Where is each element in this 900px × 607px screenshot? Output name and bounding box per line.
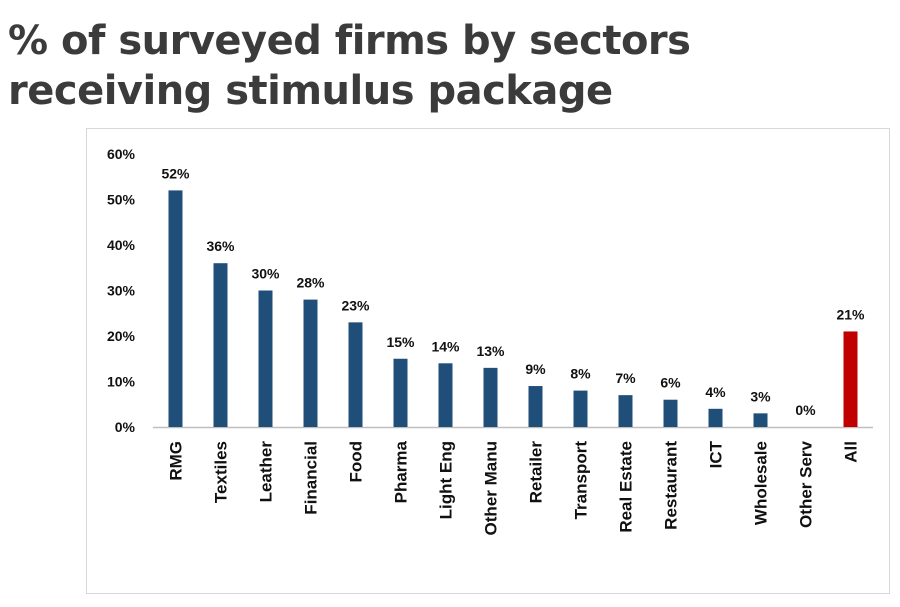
data-label: 7% bbox=[615, 370, 636, 386]
bar-restaurant bbox=[663, 399, 678, 427]
bar-light-eng bbox=[438, 363, 453, 427]
bar-retailer bbox=[528, 386, 543, 427]
y-axis-ticks: 0% 10% 20% 30% 40% 50% 60% bbox=[107, 146, 136, 435]
bar-wholesale bbox=[753, 413, 768, 427]
data-label: 36% bbox=[206, 238, 235, 254]
category-label: Restaurant bbox=[662, 441, 681, 530]
data-label: 4% bbox=[705, 384, 726, 400]
bar-leather bbox=[258, 290, 273, 427]
data-label: 8% bbox=[570, 366, 591, 382]
chart-frame: 0% 10% 20% 30% 40% 50% 60% 52% 36% 30% 28% 23% 15% 1… bbox=[86, 128, 890, 594]
category-label: Food bbox=[347, 441, 366, 483]
bar-rmg bbox=[168, 190, 183, 427]
bar-transport bbox=[573, 390, 588, 427]
bar-financial bbox=[303, 299, 318, 427]
data-label: 52% bbox=[161, 165, 190, 181]
category-label: Leather bbox=[257, 441, 276, 503]
y-tick-label: 40% bbox=[107, 237, 136, 253]
bar-real-estate bbox=[618, 395, 633, 427]
data-label: 14% bbox=[431, 338, 460, 354]
category-label: Textiles bbox=[212, 441, 231, 503]
data-labels: 52% 36% 30% 28% 23% 15% 14% 13% 9% 8% 7% 6% 4% 3% 0% 21… bbox=[161, 165, 865, 418]
data-label: 9% bbox=[525, 361, 546, 377]
category-label: Retailer bbox=[527, 441, 546, 504]
data-label: 6% bbox=[660, 375, 681, 391]
data-label: 21% bbox=[836, 306, 865, 322]
bar-pharma bbox=[393, 358, 408, 427]
category-label: Light Eng bbox=[437, 441, 456, 519]
data-label: 13% bbox=[476, 343, 505, 359]
y-tick-label: 30% bbox=[107, 283, 136, 299]
bar-textiles bbox=[213, 263, 228, 427]
bar-food bbox=[348, 322, 363, 427]
y-tick-label: 0% bbox=[115, 419, 136, 435]
y-tick-label: 50% bbox=[107, 192, 136, 208]
y-tick-label: 20% bbox=[107, 328, 136, 344]
category-label: RMG bbox=[167, 441, 186, 481]
category-label: Pharma bbox=[392, 440, 411, 503]
data-label: 23% bbox=[341, 297, 370, 313]
bar-ict bbox=[708, 408, 723, 427]
category-label: Wholesale bbox=[752, 441, 771, 525]
category-label: All bbox=[842, 441, 861, 463]
data-label: 28% bbox=[296, 275, 325, 291]
data-label: 30% bbox=[251, 266, 280, 282]
category-label: Transport bbox=[572, 441, 591, 520]
y-tick-label: 60% bbox=[107, 146, 136, 162]
bar-other-manu bbox=[483, 367, 498, 427]
category-labels: RMG Textiles Leather Financial Food Pharma Lig… bbox=[167, 440, 861, 535]
data-label: 0% bbox=[795, 402, 816, 418]
bar-chart: 0% 10% 20% 30% 40% 50% 60% 52% 36% 30% 28% 23% 15% 1… bbox=[107, 146, 873, 535]
data-label: 15% bbox=[386, 334, 415, 350]
category-label: Real Estate bbox=[617, 441, 636, 533]
category-label: Financial bbox=[302, 441, 321, 515]
category-label: Other Manu bbox=[482, 441, 501, 535]
bar-all bbox=[843, 331, 858, 427]
bars bbox=[168, 190, 858, 427]
category-label: Other Serv bbox=[797, 440, 816, 527]
category-label: ICT bbox=[707, 440, 726, 468]
data-label: 3% bbox=[750, 388, 771, 404]
slide-title: % of surveyed firms by sectors receiving… bbox=[8, 18, 691, 114]
y-tick-label: 10% bbox=[107, 374, 136, 390]
